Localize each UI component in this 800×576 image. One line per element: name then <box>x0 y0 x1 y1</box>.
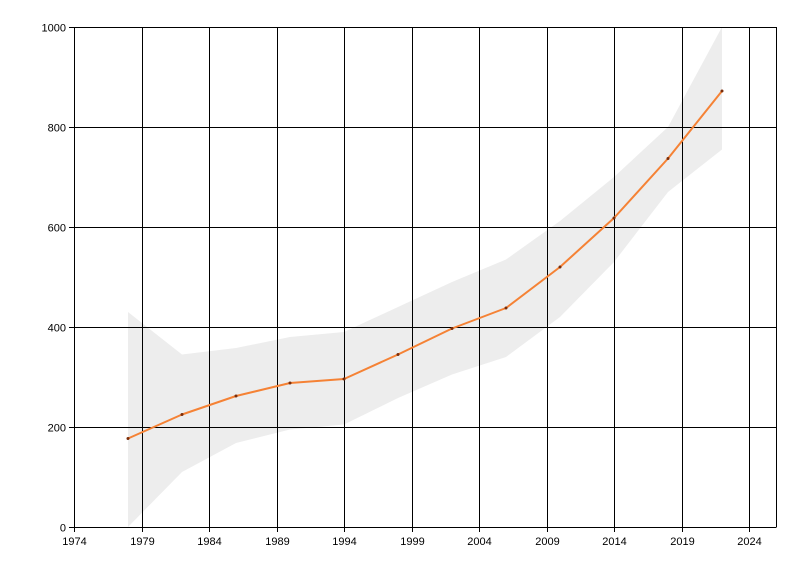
data-point <box>342 377 346 381</box>
x-tick-label: 1979 <box>130 536 154 548</box>
series-layer <box>126 89 724 440</box>
x-tick-label: 1999 <box>400 536 424 548</box>
series-line <box>127 90 723 440</box>
x-tick-label: 2024 <box>737 536 761 548</box>
x-tick-label: 2019 <box>670 536 694 548</box>
data-point <box>234 394 238 398</box>
y-tick-label: 600 <box>48 223 66 235</box>
x-tick-label: 1984 <box>197 536 221 548</box>
y-tick-label: 200 <box>48 423 66 435</box>
y-tick-label: 1000 <box>42 23 66 35</box>
x-tick-label: 1989 <box>265 536 289 548</box>
data-point <box>450 327 454 330</box>
x-tick-label: 2014 <box>602 536 626 548</box>
data-point <box>504 306 508 310</box>
data-point <box>612 216 616 220</box>
confidence-band <box>128 27 722 527</box>
x-tick-label: 1974 <box>62 536 86 548</box>
grid-layer <box>74 27 777 527</box>
data-point <box>288 381 292 385</box>
confidence-band-layer <box>128 27 722 527</box>
tick-label-layer: 1974 1979 1984 1989 1994 1999 2004 2009 2014 2019… <box>42 23 762 549</box>
x-tick-label: 2009 <box>535 536 559 548</box>
x-tick-label: 2004 <box>467 536 491 548</box>
y-tick-label: 800 <box>48 123 66 135</box>
data-point <box>180 413 184 416</box>
data-point <box>720 89 724 93</box>
data-point <box>126 437 130 440</box>
data-point <box>396 353 400 356</box>
axis-layer <box>69 27 777 532</box>
y-tick-label: 400 <box>48 323 66 335</box>
y-tick-label: 0 <box>60 523 66 535</box>
data-point <box>666 157 670 160</box>
data-point <box>558 265 562 269</box>
x-tick-label: 1994 <box>332 536 356 548</box>
